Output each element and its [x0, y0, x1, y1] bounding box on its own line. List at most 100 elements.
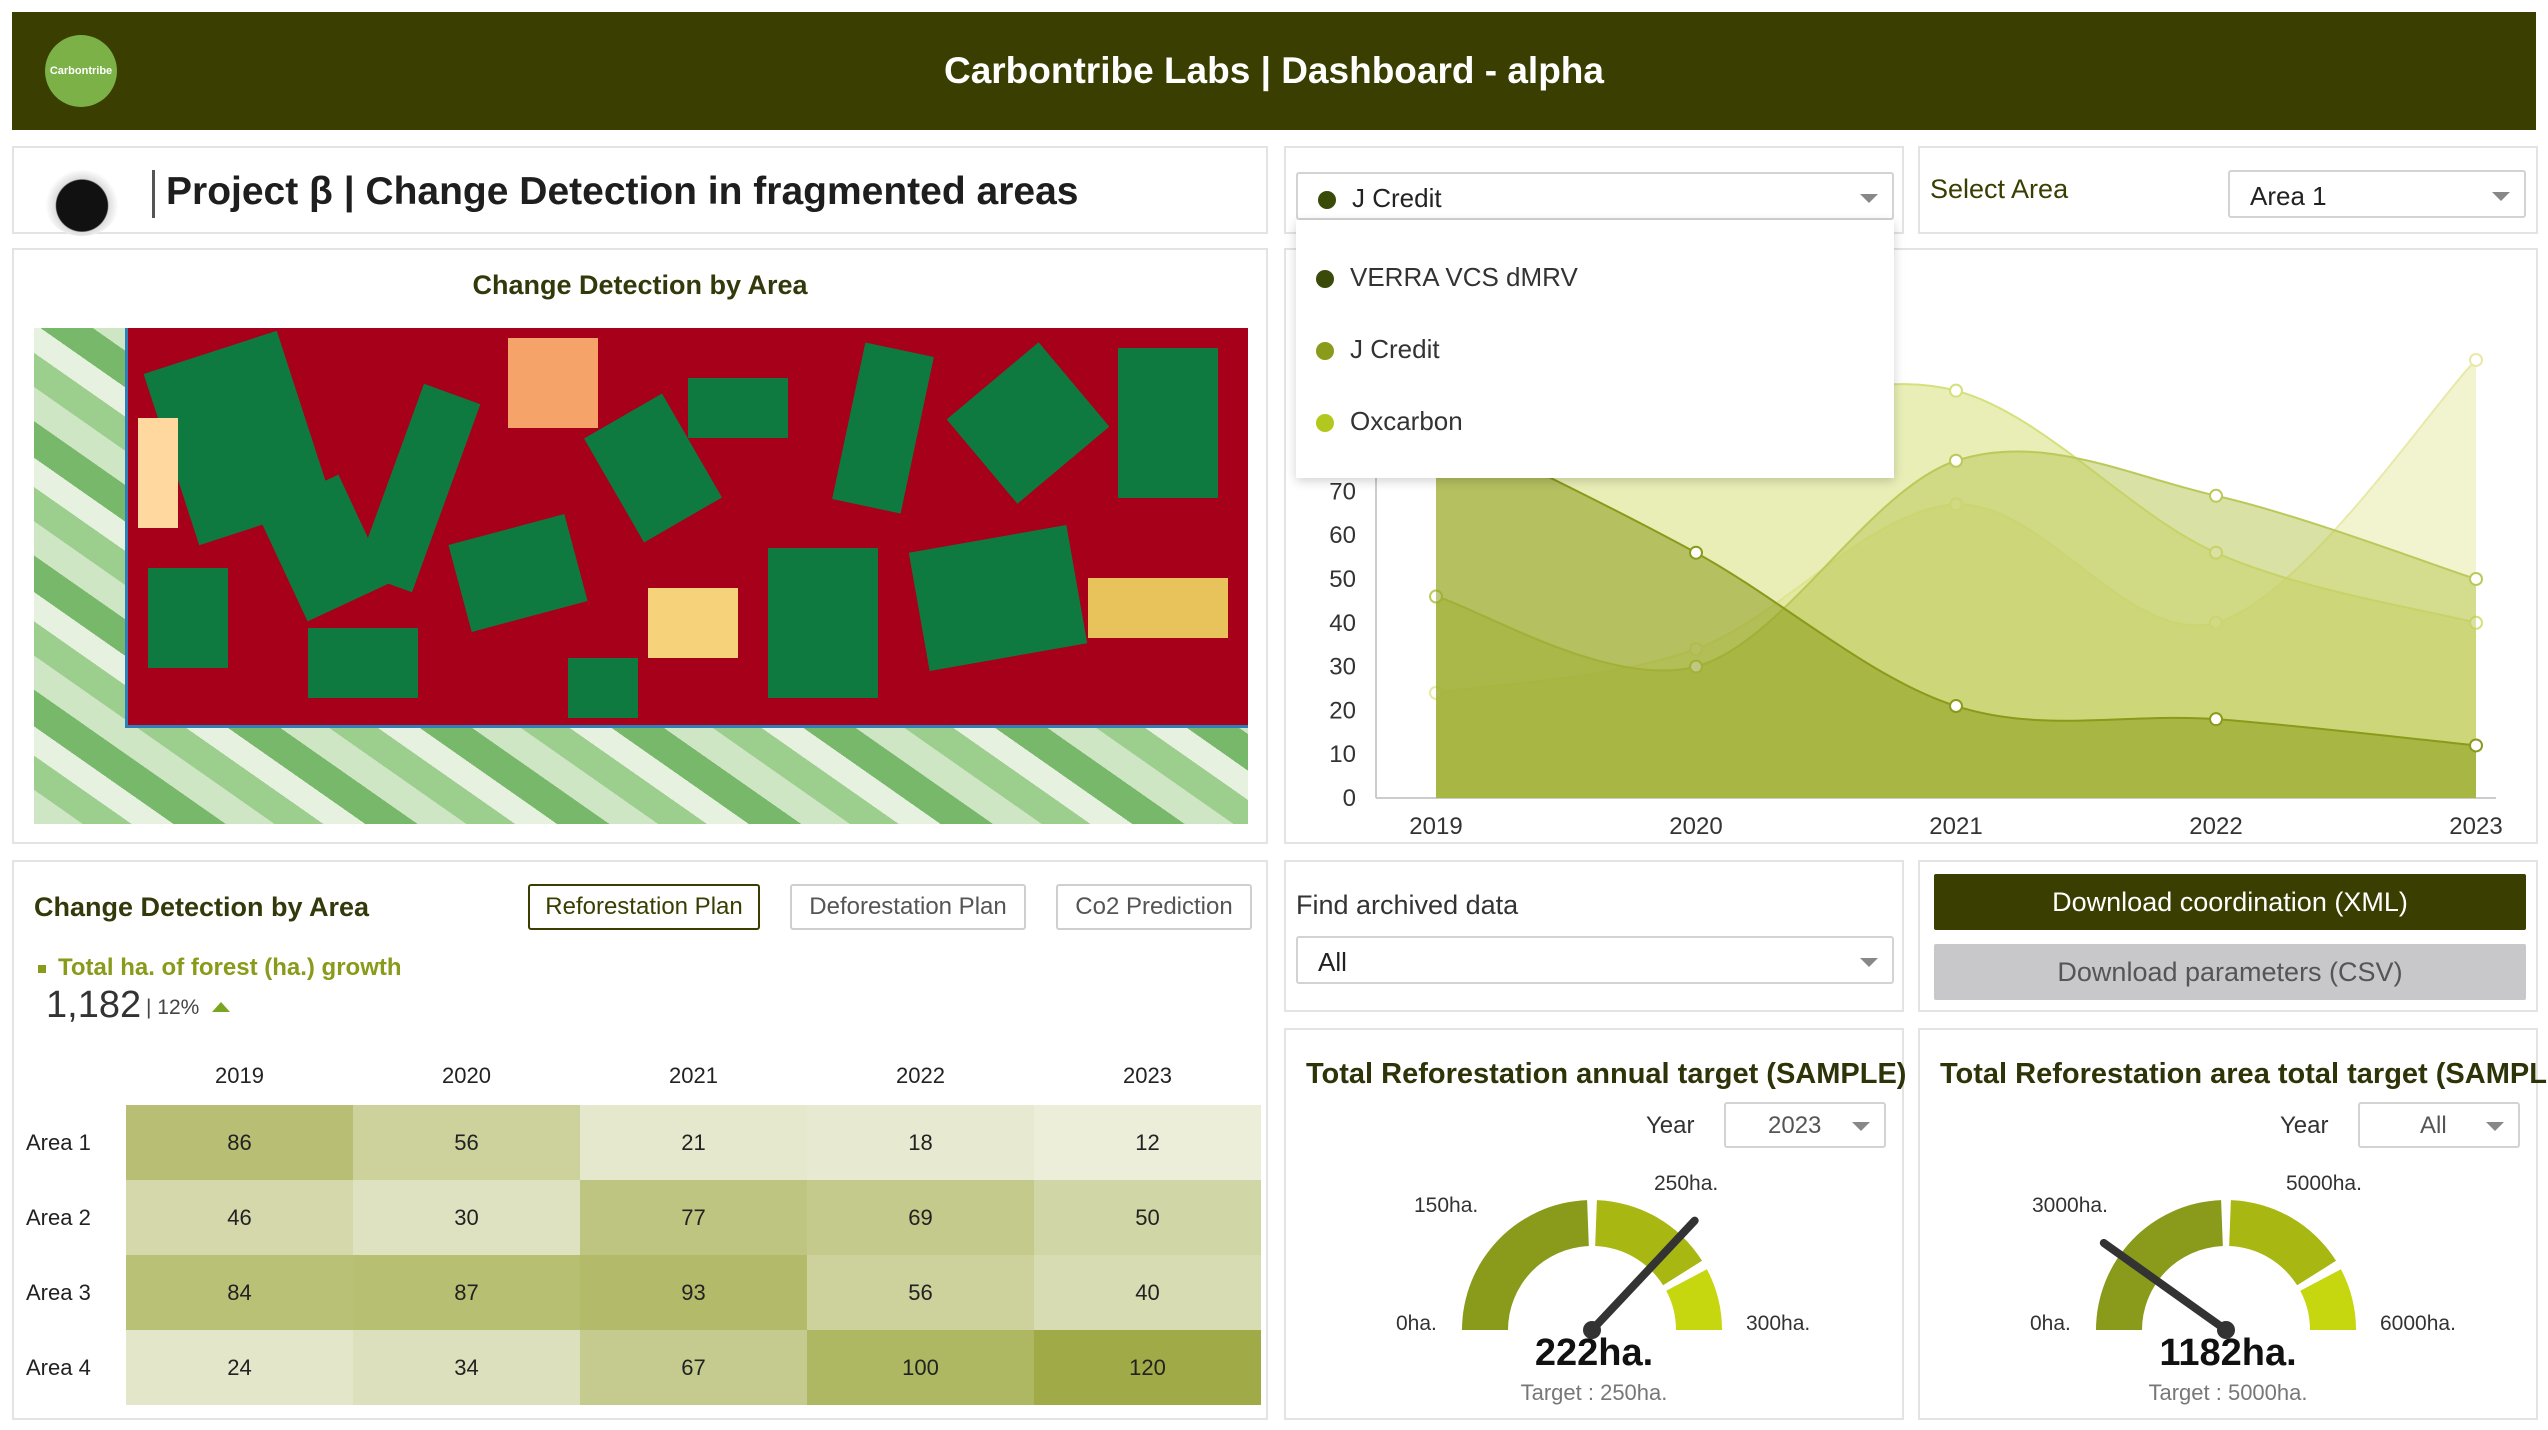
data-point[interactable] [2209, 712, 2223, 727]
series-area [1436, 421, 2476, 798]
data-point[interactable] [2469, 738, 2483, 753]
total-gauge-value: 1182ha. [2159, 1332, 2297, 1374]
gauge-hub [1583, 1321, 1601, 1339]
map-panel-title: Change Detection by Area [472, 270, 808, 300]
column-header: 2021 [669, 1063, 718, 1088]
heatmap-panel: Change Detection by Area Reforestation P… [12, 860, 1268, 1420]
table-cell: 24 [126, 1330, 353, 1405]
row-label: Area 3 [26, 1279, 91, 1305]
change-overlay-patches [138, 330, 1228, 718]
table-cell: 21 [580, 1105, 807, 1180]
total-year-select[interactable]: All [2358, 1102, 2520, 1148]
verra-dot-icon [1316, 270, 1334, 289]
archive-select[interactable]: All [1296, 936, 1894, 984]
heatmap-corner [26, 1047, 126, 1105]
table-cell: 93 [580, 1255, 807, 1330]
brand-logo[interactable]: Carbontribe [45, 35, 117, 107]
area-select[interactable]: Area 1 [2228, 170, 2526, 218]
y-tick-label: 40 [1329, 610, 1356, 637]
table-cell: 56 [353, 1105, 580, 1180]
change-overlay [125, 328, 1248, 728]
data-point[interactable] [1689, 545, 1703, 560]
table-cell: 77 [580, 1180, 807, 1255]
data-point[interactable] [1949, 699, 1963, 714]
credit-option-label: Oxcarbon [1350, 406, 1463, 436]
column-header: 2022 [896, 1063, 945, 1088]
credit-option-label: VERRA VCS dMRV [1350, 262, 1578, 292]
gauge-label-min: 0ha. [1396, 1312, 1437, 1335]
data-point[interactable] [2209, 488, 2223, 503]
area-chart[interactable]: 0102030405060708020192020202120222023 [1286, 250, 2536, 842]
y-tick-label: 60 [1329, 522, 1356, 549]
gauge-label-mid: 3000ha. [2032, 1194, 2108, 1217]
total-year-value: All [2420, 1112, 2447, 1139]
trend-up-icon [212, 1002, 230, 1012]
table-row: Area 2 46 30 77 69 50 [26, 1180, 1261, 1255]
brand-logo-text: Carbontribe [49, 65, 113, 77]
project-logo [42, 160, 122, 236]
gauge-label-target: 5000ha. [2286, 1172, 2362, 1195]
archive-title: Find archived data [1296, 890, 1519, 920]
co2-prediction-button[interactable]: Co2 Prediction [1056, 884, 1252, 930]
title-divider [152, 170, 155, 218]
heatmap-header-row: 2019 2020 2021 2022 2023 [26, 1047, 1261, 1105]
chevron-down-icon [2492, 192, 2510, 201]
y-tick-label: 20 [1329, 697, 1356, 724]
x-tick-label: 2020 [1669, 813, 1722, 840]
total-gauge [2096, 1200, 2356, 1339]
oxcarbon-dot-icon [1316, 414, 1334, 433]
total-target-panel: Total Reforestation area total target (S… [1918, 1028, 2548, 1420]
y-tick-label: 30 [1329, 654, 1356, 681]
data-point[interactable] [1949, 453, 1963, 468]
table-cell: 87 [353, 1255, 580, 1330]
reforestation-plan-button[interactable]: Reforestation Plan [528, 884, 760, 930]
row-label: Area 1 [26, 1129, 91, 1155]
row-label: Area 4 [26, 1354, 91, 1380]
credit-option-verra[interactable]: VERRA VCS dMRV [1316, 262, 1578, 293]
gauge-segment [1462, 1200, 1589, 1330]
heatmap-panel-title: Change Detection by Area [34, 892, 370, 922]
area-select-label: Select Area [1930, 174, 2069, 204]
y-tick-label: 10 [1329, 741, 1356, 768]
table-cell: 50 [1034, 1180, 1261, 1255]
annual-year-label: Year [1646, 1112, 1695, 1139]
chevron-down-icon [1852, 1122, 1870, 1131]
annual-year-select[interactable]: 2023 [1724, 1102, 1886, 1148]
annual-gauge [1462, 1200, 1722, 1339]
area-select-value: Area 1 [2250, 181, 2327, 211]
gauge-segment [2300, 1269, 2356, 1330]
table-cell: 12 [1034, 1105, 1261, 1180]
change-detection-map[interactable] [34, 328, 1248, 824]
table-cell: 46 [126, 1180, 353, 1255]
gauge-label-max: 6000ha. [2380, 1312, 2456, 1335]
table-cell: 84 [126, 1255, 353, 1330]
data-point[interactable] [2469, 353, 2483, 367]
data-point[interactable] [1949, 383, 1963, 398]
download-xml-button[interactable]: Download coordination (XML) [1934, 874, 2526, 930]
table-cell: 30 [353, 1180, 580, 1255]
area-select-panel: Select Area Area 1 [1918, 146, 2538, 234]
credit-option-label: J Credit [1350, 334, 1440, 364]
annual-target-panel: Total Reforestation annual target (SAMPL… [1284, 1028, 1906, 1420]
data-point[interactable] [2469, 572, 2483, 586]
kpi-marker-icon [38, 964, 46, 973]
credit-option-jcredit[interactable]: J Credit [1316, 334, 1440, 365]
total-year-label: Year [2280, 1112, 2329, 1139]
chevron-down-icon [2486, 1122, 2504, 1131]
x-tick-label: 2022 [2189, 813, 2242, 840]
credit-dropdown-menu: VERRA VCS dMRV J Credit Oxcarbon [1296, 220, 1894, 478]
credit-dot-icon [1318, 191, 1336, 210]
table-row: Area 3 84 87 93 56 40 [26, 1255, 1261, 1330]
y-tick-label: 0 [1343, 785, 1356, 812]
kpi-label-text: Total ha. of forest (ha.) growth [58, 954, 402, 981]
y-tick-label: 50 [1329, 566, 1356, 593]
chevron-down-icon [1860, 194, 1878, 203]
jcredit-dot-icon [1316, 342, 1334, 361]
table-row: Area 4 24 34 67 100 120 [26, 1330, 1261, 1405]
deforestation-plan-button[interactable]: Deforestation Plan [790, 884, 1026, 930]
credit-select[interactable]: J Credit [1296, 172, 1894, 220]
total-target-title: Total Reforestation area total target (S… [1940, 1058, 2548, 1090]
download-csv-button[interactable]: Download parameters (CSV) [1934, 944, 2526, 1000]
credit-option-oxcarbon[interactable]: Oxcarbon [1316, 406, 1463, 437]
table-row: Area 1 86 56 21 18 12 [26, 1105, 1261, 1180]
